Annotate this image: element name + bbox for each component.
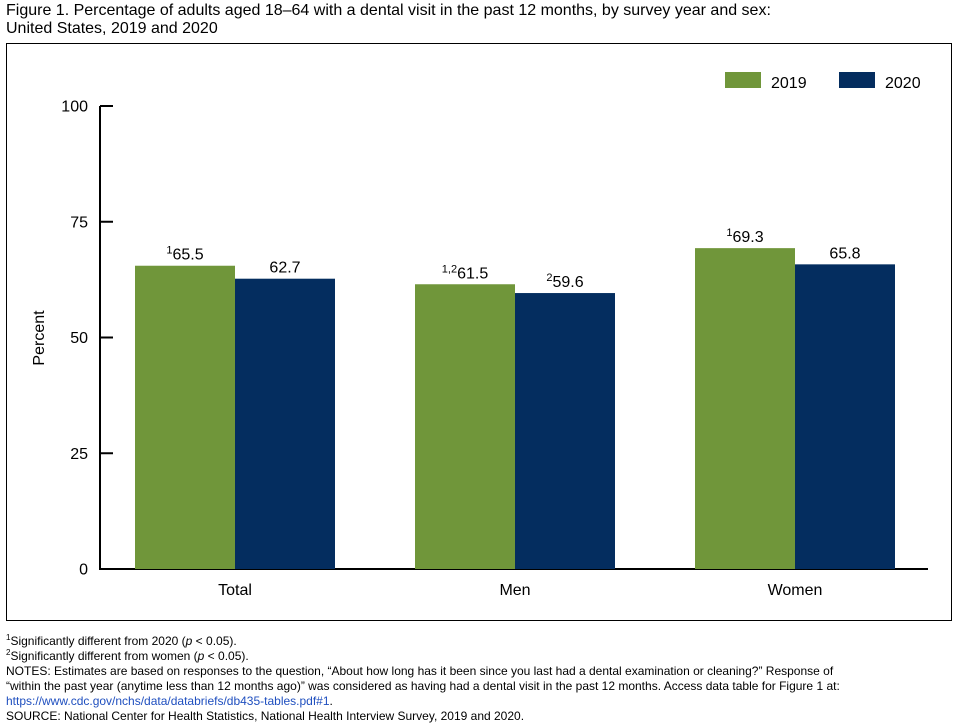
y-tick-label: 100: [61, 99, 88, 116]
legend-label: 2019: [771, 75, 807, 92]
notes-line-1: NOTES: Estimates are based on responses …: [6, 664, 834, 678]
bar: [695, 248, 795, 570]
x-category-label: Men: [499, 582, 530, 599]
source-line: SOURCE: National Center for Health Stati…: [6, 709, 525, 723]
data-label: 62.7: [269, 260, 300, 277]
data-label: 259.6: [546, 272, 583, 291]
figure-title: Figure 1. Percentage of adults aged 18–6…: [6, 2, 956, 38]
y-axis-title: Percent: [31, 310, 48, 366]
data-label-footnote: 1: [726, 227, 732, 239]
data-label-value: 59.6: [552, 274, 583, 291]
legend-swatch: [725, 72, 761, 88]
link-tail: .: [329, 694, 333, 708]
data-label-value: 61.5: [457, 265, 488, 282]
data-label-footnote: 1,2: [442, 263, 457, 275]
legend-label: 2020: [885, 75, 921, 92]
footnote-1-tail: < 0.05).: [192, 634, 237, 648]
footnote-2-tail: < 0.05).: [204, 649, 249, 663]
notes-line-2: “within the past year (anytime less than…: [6, 679, 840, 693]
bar: [515, 293, 615, 569]
figure-title-line1: Figure 1. Percentage of adults aged 18–6…: [6, 2, 771, 19]
x-category-label: Total: [218, 582, 252, 599]
footnote-2-marker: 2: [6, 648, 11, 657]
data-label: 65.8: [829, 245, 860, 262]
footnotes: 1Significantly different from 2020 (p < …: [6, 634, 956, 724]
notes-line-3: https://www.cdc.gov/nchs/data/databriefs…: [6, 694, 956, 709]
data-label-value: 69.3: [732, 229, 763, 246]
footnote-2-text: Significantly different from women (: [10, 649, 198, 663]
bar: [415, 284, 515, 569]
footnote-1-marker: 1: [6, 633, 11, 642]
figure-title-line2: United States, 2019 and 2020: [6, 20, 218, 37]
data-label: 169.3: [726, 227, 763, 246]
bar: [235, 278, 335, 569]
footnote-2: 2Significantly different from women (p <…: [6, 649, 956, 664]
footnote-1-p: p: [185, 634, 193, 648]
footnote-1: 1Significantly different from 2020 (p < …: [6, 634, 956, 649]
data-label-footnote: 1: [166, 245, 172, 257]
legend: 2019 2020: [725, 72, 921, 92]
footnote-2-p: p: [197, 649, 205, 663]
chart-frame: [6, 43, 952, 621]
legend-swatch: [839, 72, 875, 88]
data-label-value: 65.5: [172, 247, 203, 264]
bar: [135, 265, 235, 569]
footnote-1-text: Significantly different from 2020 (: [10, 634, 186, 648]
y-tick-label: 0: [79, 562, 88, 579]
data-label-footnote: 2: [546, 272, 552, 284]
data-label: 165.5: [166, 245, 203, 264]
x-category-label: Women: [768, 582, 823, 599]
y-tick-label: 25: [70, 446, 88, 463]
y-tick-label: 50: [70, 330, 88, 347]
bar: [795, 264, 895, 569]
data-label: 1,261.5: [442, 263, 489, 282]
y-tick-label: 75: [70, 214, 88, 231]
data-table-link[interactable]: https://www.cdc.gov/nchs/data/databriefs…: [6, 694, 330, 708]
